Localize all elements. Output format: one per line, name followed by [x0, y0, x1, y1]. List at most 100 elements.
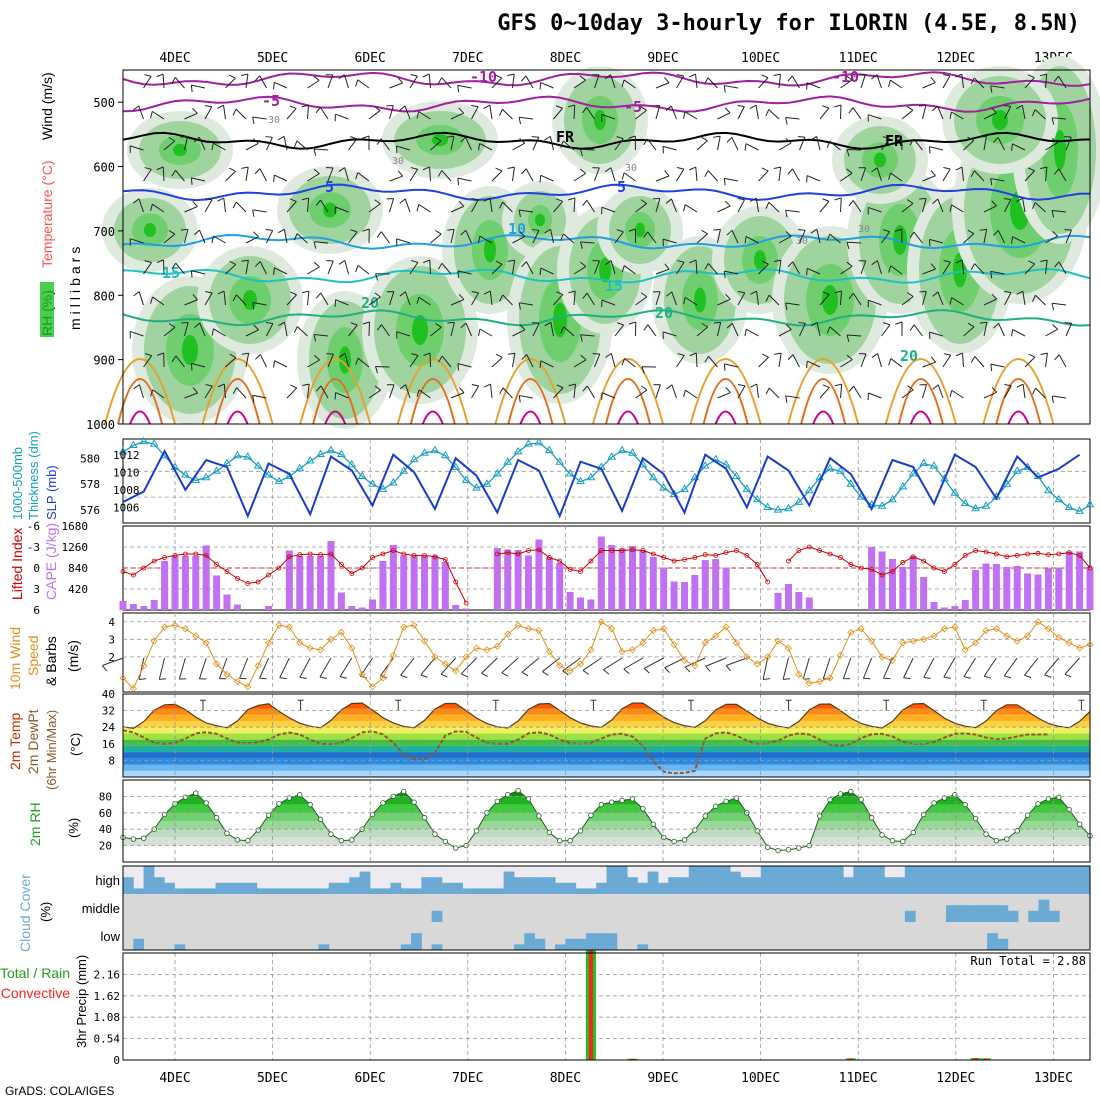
surface-wind-barb [240, 658, 248, 678]
cloud-cell [267, 888, 278, 894]
temp-tick-label: 24 [102, 721, 116, 734]
cloud-cell [236, 883, 247, 894]
surface-wind-barb [1024, 675, 1031, 677]
surface-wind-barb [726, 666, 730, 671]
cape-bar [379, 561, 386, 610]
pressure-tick-label: 900 [93, 354, 115, 368]
cloud-cell [730, 872, 741, 894]
cloud-cell [607, 866, 618, 894]
thickness-axis-label-1: 1000-500mb [10, 447, 25, 520]
temp-color-band [123, 752, 1090, 758]
cape-bar [213, 576, 220, 611]
rh-point [225, 831, 230, 836]
thickness-point [920, 460, 927, 466]
surface-wind-barb [1065, 674, 1071, 677]
thickness-point [244, 453, 251, 459]
cape-bar [556, 563, 563, 610]
thickness-tick-label: 578 [80, 478, 100, 491]
cloud-cell [1049, 866, 1060, 894]
rh-point [245, 838, 250, 843]
cloud-cell [205, 888, 216, 894]
cloud-cell [483, 888, 494, 894]
cape-bar [941, 608, 948, 611]
cloud-cell [761, 866, 772, 894]
wind-tick-label: 3 [108, 633, 115, 646]
rh-tick-label: 20 [99, 840, 112, 853]
cape-bar [972, 570, 979, 610]
cape-bar [348, 606, 355, 610]
cloud-cell [1028, 911, 1039, 922]
cloud-cell [1080, 866, 1091, 894]
surface-wind-barb [1004, 658, 1017, 676]
upper-wind-barb [798, 137, 805, 138]
cloud-cell [185, 888, 196, 894]
cloud-cell [442, 883, 453, 894]
wind-axis-label-3: & Barbs [43, 636, 59, 686]
rh-point [443, 839, 448, 844]
rh-90-shade [553, 303, 567, 338]
cloud-cell [524, 877, 535, 894]
cloud-cell [977, 905, 988, 922]
cloud-cell [555, 944, 566, 950]
cloud-cell [339, 883, 350, 894]
cloud-cell [473, 888, 484, 894]
surface-wind-barb [441, 674, 447, 677]
upper-wind-barb [447, 229, 454, 230]
isotherm-label: -5 [262, 92, 280, 110]
surface-wind-barb [803, 658, 809, 679]
surface-wind-barb [964, 658, 976, 677]
cape-tick-label: 1260 [62, 541, 89, 554]
surface-wind-barb [320, 658, 331, 677]
cape-bar [504, 550, 511, 611]
rh-point [422, 815, 427, 820]
surface-wind-barb [300, 658, 310, 677]
cloud-cell [349, 877, 360, 894]
wind-tick-label: 4 [108, 616, 115, 629]
cloud-cell [380, 888, 391, 894]
temp-axis-label-4: (°C) [68, 733, 83, 756]
rh-point [349, 838, 354, 843]
thickness-point [764, 503, 771, 509]
pressure-unit-label: millibars [67, 243, 83, 330]
day-label-bottom: 11DEC [839, 1071, 878, 1086]
isotherm-label: -10 [832, 68, 859, 86]
day-label-bottom: 9DEC [647, 1071, 678, 1086]
surface-wind-barb [644, 658, 663, 668]
thickness-point [431, 447, 438, 453]
cape-bar [130, 604, 137, 610]
cloud-cell [596, 883, 607, 894]
cloud-cell [360, 872, 371, 894]
wind-tick-label: 2 [108, 651, 115, 664]
upper-wind-barb [274, 82, 275, 89]
surface-wind-barb [924, 658, 934, 677]
cloud-cell [164, 883, 175, 894]
surface-wind-barb [924, 677, 931, 678]
surface-wind-barb [139, 658, 144, 680]
rh-90-shade [144, 223, 156, 237]
day-label-bottom: 5DEC [257, 1071, 288, 1086]
pressure-tick-label: 800 [93, 289, 115, 303]
cape-bar [712, 559, 719, 610]
surface-wind-barb [139, 679, 146, 680]
temp-color-band [123, 727, 1090, 733]
cape-bar [317, 556, 324, 610]
cloud-cell [421, 877, 432, 894]
cloud-cell [853, 866, 864, 894]
precip-conv-label: Convective [1, 985, 70, 1001]
rh-point [963, 802, 968, 807]
upper-wind-barb [798, 230, 805, 231]
temp-color-band [123, 694, 1090, 709]
upper-wind-barb [335, 393, 336, 400]
surface-wind-barb [883, 678, 890, 679]
rh-point [786, 847, 791, 852]
surface-wind-barb [644, 668, 649, 673]
cloud-cell [884, 877, 895, 894]
cloud-cell [956, 905, 967, 922]
surface-wind-barb [401, 658, 415, 675]
surface-wind-barb [421, 658, 435, 675]
rh-point [880, 833, 885, 838]
upper-wind-barb [919, 105, 926, 106]
cloud-cell [1039, 900, 1050, 922]
